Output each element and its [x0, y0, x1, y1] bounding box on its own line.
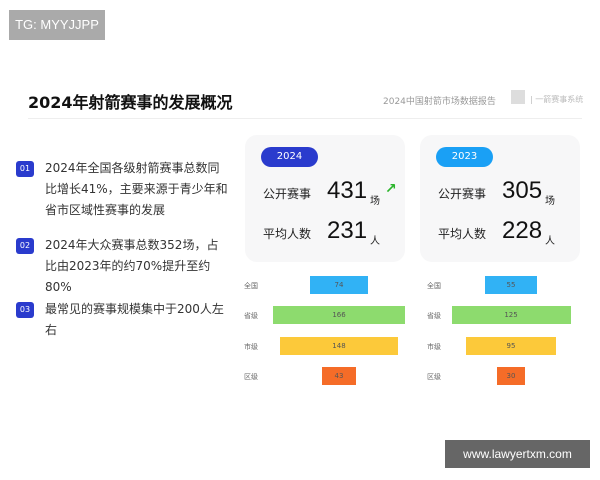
events-value: 431	[327, 177, 368, 204]
page-title: 2024年射箭赛事的发展概况	[28, 93, 233, 112]
events-unit: 场	[370, 196, 380, 207]
funnel-level-label: 省级	[244, 312, 258, 320]
funnel-bar: 55	[484, 276, 538, 294]
up-arrow-icon: ↗	[385, 181, 397, 197]
funnel-level-label: 市级	[244, 343, 258, 351]
avg-label: 平均人数	[438, 227, 487, 241]
divider	[28, 118, 582, 119]
brand-name: | 一箭赛事系统	[530, 95, 584, 104]
funnel-bar: 166	[273, 306, 405, 324]
funnel-bar: 30	[496, 367, 526, 385]
list-item: 01 2024年全国各级射箭赛事总数同比增长41%，主要来源于青少年和省市区域性…	[16, 158, 230, 221]
events-unit: 场	[545, 196, 555, 207]
card-2023: 2023 公开赛事 305 场 平均人数 228 人	[420, 135, 580, 262]
year-pill: 2023	[436, 147, 493, 167]
watermark-url: www.lawyertxm.com	[445, 440, 590, 468]
item-text: 2024年全国各级射箭赛事总数同比增长41%，主要来源于青少年和省市区域性赛事的…	[45, 161, 228, 217]
report-name: 2024中国射箭市场数据报告	[383, 97, 496, 107]
funnel-level-label: 区级	[244, 373, 258, 381]
funnel-level-label: 全国	[244, 282, 258, 290]
funnel-bar: 43	[321, 367, 357, 385]
funnel-level-label: 区级	[427, 373, 441, 381]
funnel-bar: 148	[280, 337, 398, 355]
avg-unit: 人	[370, 236, 380, 247]
item-number: 02	[16, 238, 34, 254]
avg-unit: 人	[545, 236, 555, 247]
funnel-level-label: 省级	[427, 312, 441, 320]
list-item: 03 最常见的赛事规模集中于200人左右	[16, 299, 230, 341]
logo-icon	[511, 90, 525, 104]
item-number: 03	[16, 302, 34, 318]
funnel-bar: 125	[451, 306, 571, 324]
watermark-badge: TG: MYYJJPP	[9, 10, 105, 40]
funnel-level-label: 市级	[427, 343, 441, 351]
item-text: 最常见的赛事规模集中于200人左右	[45, 302, 224, 337]
events-value: 305	[502, 177, 543, 204]
funnel-level-label: 全国	[427, 282, 441, 290]
card-2024: 2024 公开赛事 431 场 ↗ 平均人数 231 人	[245, 135, 405, 262]
item-number: 01	[16, 161, 34, 177]
avg-value: 231	[327, 217, 368, 244]
funnel-bar: 95	[465, 337, 557, 355]
list-item: 02 2024年大众赛事总数352场，占比由2023年的约70%提升至约80%	[16, 235, 230, 298]
events-label: 公开赛事	[263, 187, 312, 201]
year-pill: 2024	[261, 147, 318, 167]
avg-label: 平均人数	[263, 227, 312, 241]
events-label: 公开赛事	[438, 187, 487, 201]
avg-value: 228	[502, 217, 543, 244]
funnel-bar: 74	[309, 276, 369, 294]
item-text: 2024年大众赛事总数352场，占比由2023年的约70%提升至约80%	[45, 238, 219, 294]
